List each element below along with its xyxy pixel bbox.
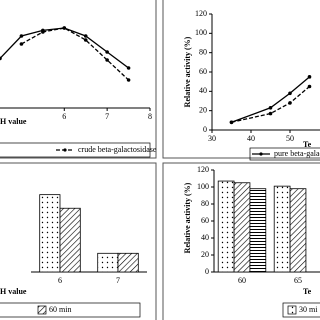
point <box>62 26 67 30</box>
point <box>83 38 88 42</box>
point <box>105 50 109 54</box>
series-line <box>21 27 130 81</box>
point <box>126 66 131 70</box>
y-axis-label: Relative activity (%) <box>183 36 192 107</box>
y-tick-label: 60 <box>201 216 209 225</box>
y-tick-label: 60 <box>199 67 207 76</box>
legend-label: 30 mi <box>299 305 318 314</box>
bar <box>39 194 61 273</box>
y-tick-label: 40 <box>201 233 209 242</box>
point <box>19 42 24 46</box>
legend-marker <box>63 148 67 152</box>
x-tick-label: 6 <box>58 276 62 285</box>
x-axis-label: H value <box>0 287 27 296</box>
point <box>268 111 273 116</box>
legend-marker <box>259 152 263 156</box>
x-tick-label: 7 <box>105 112 109 121</box>
y-tick-label: 40 <box>199 86 207 95</box>
x-tick-label: 7 <box>116 276 120 285</box>
y-tick-label: 120 <box>195 9 207 18</box>
y-tick-label: 120 <box>197 165 209 174</box>
series-line <box>231 76 310 123</box>
point <box>288 91 292 96</box>
y-tick-label: 100 <box>195 28 207 37</box>
bar <box>117 252 139 273</box>
point <box>0 56 2 61</box>
point <box>83 34 88 38</box>
legend-box <box>0 142 151 158</box>
point <box>307 84 312 89</box>
y-tick-label: 80 <box>201 199 209 208</box>
series-line <box>231 86 310 123</box>
y-tick-label: 20 <box>201 250 209 259</box>
point <box>268 105 273 110</box>
point <box>126 78 131 82</box>
y-tick-label: 0 <box>205 267 209 276</box>
bar <box>217 180 235 273</box>
point <box>288 101 292 105</box>
x-tick-label: 8 <box>148 112 152 121</box>
bar <box>59 207 81 273</box>
x-axis-label: Te <box>303 140 312 149</box>
y-tick-label: 0 <box>203 125 207 134</box>
y-tick-label: 20 <box>199 105 207 114</box>
point <box>41 30 45 34</box>
legend-label: crude beta-galactosidase <box>78 145 157 154</box>
x-axis-label: Te <box>303 287 312 296</box>
legend-label: pure beta-galactosidas <box>274 149 320 158</box>
bar <box>273 185 291 273</box>
x-tick-label: 6 <box>62 112 66 121</box>
legend-label: 60 min <box>49 305 71 314</box>
panel-border <box>162 162 320 320</box>
legend-marker <box>37 305 47 315</box>
y-axis-label: Relative activity (%) <box>183 182 192 253</box>
legend-marker <box>287 305 297 315</box>
panel-border <box>162 0 320 159</box>
panel-border <box>0 162 157 320</box>
y-tick-label: 100 <box>197 182 209 191</box>
x-tick-label: 60 <box>238 276 246 285</box>
point <box>229 120 234 125</box>
bar <box>289 188 307 273</box>
bar <box>249 188 267 273</box>
y-tick-label: 80 <box>199 47 207 56</box>
x-tick-label: 50 <box>286 134 294 143</box>
x-tick-label: 65 <box>294 276 302 285</box>
x-tick-label: 40 <box>247 134 255 143</box>
legend-box <box>0 302 141 318</box>
panel-border <box>0 0 157 159</box>
legend-box <box>282 302 320 318</box>
x-tick-label: 30 <box>208 134 216 143</box>
point <box>105 58 109 62</box>
bar <box>233 182 251 273</box>
legend-box <box>249 147 320 161</box>
bar <box>97 252 119 273</box>
point <box>307 75 312 79</box>
x-axis-label: H value <box>0 117 27 126</box>
point <box>19 34 24 38</box>
